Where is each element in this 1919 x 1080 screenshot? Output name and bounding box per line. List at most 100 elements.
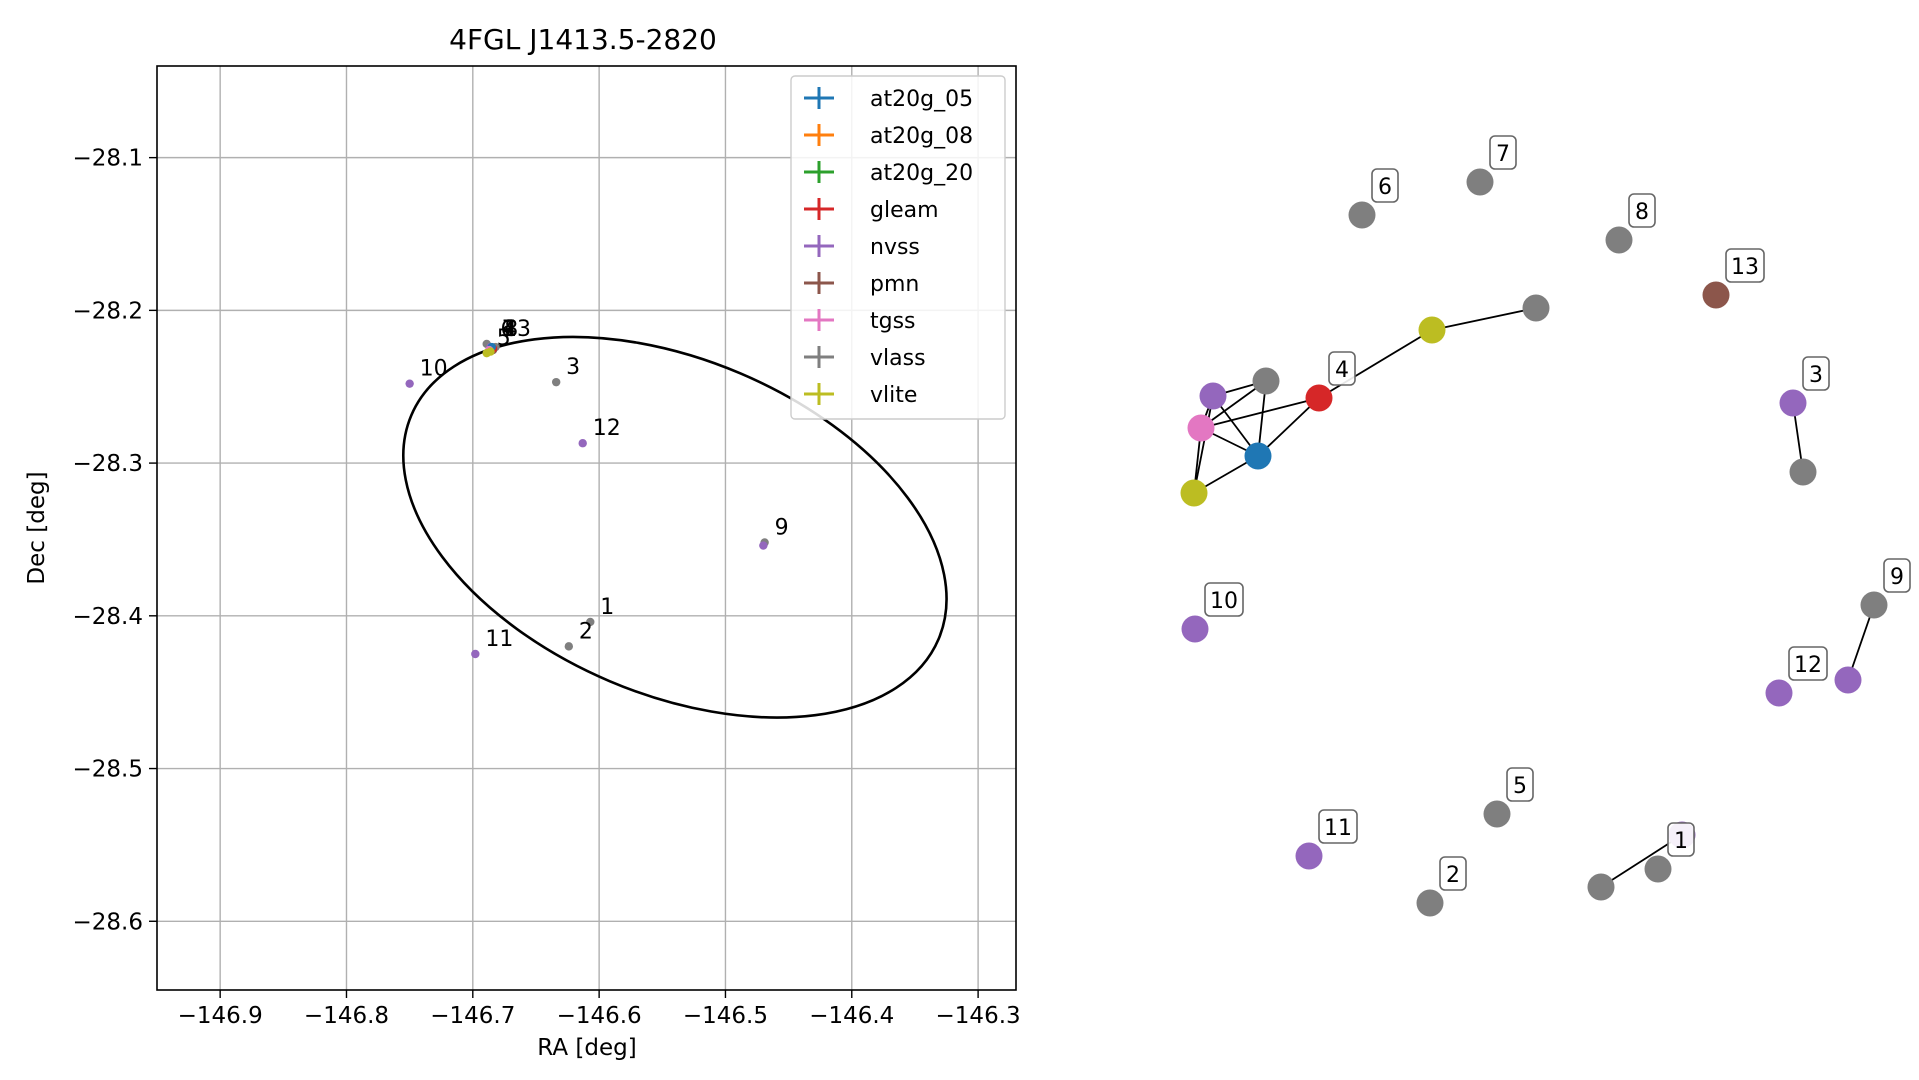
- localization-ellipse: [402, 335, 948, 719]
- legend-label-gleam: gleam: [870, 198, 939, 223]
- graph-label-box: [1328, 351, 1356, 386]
- graph-label-box: [1204, 582, 1244, 617]
- x-tick-label: −146.6: [557, 1003, 642, 1029]
- graph-node-nvss: [1295, 842, 1323, 870]
- graph-node-vlass: [1644, 855, 1672, 883]
- graph-node-vlass: [1416, 889, 1444, 917]
- graph-edge: [1318, 329, 1433, 399]
- x-tick-label: −146.7: [430, 1003, 515, 1029]
- graph-edge: [1431, 307, 1537, 331]
- x-ticks-layer: −146.9 −146.8 −146.7 −146.6 −146.5 −146.4 −146…: [178, 990, 1021, 1029]
- graph-node-vlass: [1605, 226, 1633, 254]
- point-label: 5: [497, 326, 511, 351]
- graph-node-label: 1: [1674, 829, 1688, 854]
- graph-node-at20g_05: [1244, 442, 1272, 470]
- y-tick-label: −28.1: [73, 146, 143, 172]
- graph-label-box: [1788, 646, 1828, 681]
- legend-box: [790, 75, 1006, 420]
- graph-node-label: 5: [1513, 774, 1527, 799]
- points-layer: [405, 339, 769, 659]
- graph-node-pmn: [1702, 281, 1730, 309]
- legend-label-tgss: tgss: [870, 309, 916, 334]
- x-tick-label: −146.5: [683, 1003, 768, 1029]
- graph-label-box: [1628, 193, 1656, 228]
- legend-label-nvss: nvss: [870, 235, 920, 260]
- x-tick-label: −146.4: [809, 1003, 894, 1029]
- graph-label-box: [1318, 809, 1358, 844]
- legend-label-vlite: vlite: [870, 383, 917, 408]
- graph-node-label: 10: [1210, 589, 1238, 614]
- point-nvss: [405, 379, 414, 388]
- graph-node-vlass: [1522, 294, 1550, 322]
- graph-node-gleam: [1305, 384, 1333, 412]
- x-tick-label: −146.8: [304, 1003, 389, 1029]
- graph-node-vlass: [1789, 458, 1817, 486]
- y-tick-label: −28.5: [73, 757, 143, 783]
- x-axis-label: RA [deg]: [537, 1035, 636, 1061]
- point-label: 9: [775, 516, 789, 541]
- legend-label-pmn: pmn: [870, 272, 919, 297]
- graph-node-nvss: [1199, 382, 1227, 410]
- legend-label-at20g_08: at20g_08: [870, 124, 973, 149]
- point-vlass: [586, 617, 595, 627]
- graph-label-box: [1667, 822, 1695, 857]
- ellipse-layer: [402, 335, 948, 719]
- point-label: 2: [579, 619, 593, 644]
- graph-label-box: [1883, 558, 1911, 593]
- graph-nodes-layer: [1180, 168, 1888, 917]
- graph-node-vlass: [1466, 168, 1494, 196]
- x-tick-label: −146.3: [936, 1003, 1021, 1029]
- y-tick-label: −28.6: [73, 909, 143, 935]
- graph-node-label: 11: [1324, 816, 1352, 841]
- point-label: 3: [566, 355, 580, 380]
- graph-edge: [1257, 397, 1320, 457]
- legend-label-at20g_20: at20g_20: [870, 161, 973, 186]
- y-tick-label: −28.3: [73, 451, 143, 477]
- y-tick-label: −28.2: [73, 298, 143, 324]
- graph-node-label: 3: [1809, 363, 1823, 388]
- graph-node-label: 2: [1446, 863, 1460, 888]
- graph-node-nvss: [1765, 679, 1793, 707]
- point-label: 11: [485, 627, 513, 652]
- point-vlite: [486, 347, 495, 356]
- graph-node-label: 4: [1335, 358, 1349, 383]
- graph-node-nvss: [1834, 666, 1862, 694]
- point-label: 7: [502, 317, 516, 342]
- graph-edge: [1193, 395, 1214, 494]
- x-tick-label: −146.9: [178, 1003, 263, 1029]
- chart-title: 4FGL J1413.5-2820: [449, 23, 717, 56]
- y-axis-label: Dec [deg]: [24, 471, 50, 584]
- y-ticks-layer: −28.1 −28.2 −28.3 −28.4 −28.5 −28.6: [73, 146, 157, 935]
- graph-node-label: 13: [1731, 255, 1759, 280]
- graph-label-box: [1725, 248, 1765, 283]
- graph-node-nvss: [1181, 615, 1209, 643]
- graph-node-label: 9: [1890, 565, 1904, 590]
- graph-node-vlite: [1180, 479, 1208, 507]
- graph-node-vlass: [1348, 201, 1376, 229]
- graph-node-label: 12: [1794, 653, 1822, 678]
- graph-node-label: 6: [1378, 175, 1392, 200]
- point-vlass: [564, 642, 574, 651]
- graph-node-nvss: [1779, 389, 1807, 417]
- point-label: 6: [500, 317, 514, 342]
- graph-node-vlass: [1860, 591, 1888, 619]
- graph-label-box: [1489, 135, 1517, 170]
- point-label: 8: [504, 317, 518, 342]
- point-label: 1: [600, 595, 614, 620]
- graph-node-vlite: [1418, 316, 1446, 344]
- point-label: 13: [503, 317, 531, 342]
- graph-node-tgss: [1187, 414, 1215, 442]
- point-label: 4: [503, 317, 517, 342]
- graph-label-box: [1506, 767, 1534, 802]
- graph-edges-layer: [1193, 307, 1875, 888]
- graph-label-box: [1371, 168, 1399, 203]
- point-nvss: [578, 439, 587, 448]
- graph-label-box: [1439, 856, 1467, 891]
- point-label: 12: [593, 416, 621, 441]
